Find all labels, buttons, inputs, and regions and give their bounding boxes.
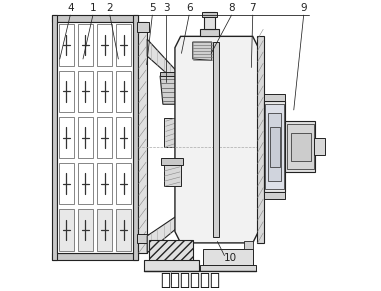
Bar: [137, 235, 149, 243]
Bar: [97, 163, 112, 204]
Bar: [291, 133, 311, 161]
Text: 4: 4: [67, 3, 74, 13]
Bar: [285, 121, 315, 172]
Polygon shape: [185, 205, 206, 220]
Bar: [164, 118, 180, 147]
Bar: [287, 124, 314, 169]
Bar: [57, 22, 133, 253]
Bar: [133, 15, 138, 260]
Ellipse shape: [167, 125, 177, 140]
Bar: [203, 249, 253, 265]
Bar: [138, 22, 147, 253]
Polygon shape: [160, 76, 184, 104]
Bar: [78, 209, 93, 251]
Bar: [116, 71, 131, 112]
Bar: [202, 12, 218, 17]
Bar: [52, 15, 138, 22]
Bar: [204, 12, 215, 29]
Text: 5: 5: [149, 3, 155, 13]
Text: 9: 9: [300, 3, 307, 13]
Bar: [78, 71, 93, 112]
Bar: [97, 71, 112, 112]
Text: 7: 7: [250, 3, 256, 13]
Ellipse shape: [197, 101, 237, 119]
Bar: [160, 72, 184, 76]
Bar: [270, 127, 280, 166]
Bar: [116, 209, 131, 251]
Bar: [257, 36, 264, 243]
Bar: [264, 94, 285, 102]
Bar: [97, 209, 112, 251]
Ellipse shape: [197, 135, 237, 153]
Bar: [116, 163, 131, 204]
Bar: [266, 104, 284, 189]
Bar: [144, 260, 199, 271]
Polygon shape: [193, 42, 212, 61]
Bar: [163, 164, 181, 186]
Text: 3: 3: [163, 3, 170, 13]
Polygon shape: [147, 39, 186, 91]
Bar: [314, 138, 325, 155]
Polygon shape: [185, 82, 206, 99]
Bar: [59, 24, 74, 66]
Text: 6: 6: [186, 3, 192, 13]
Bar: [52, 253, 138, 260]
Bar: [59, 117, 74, 158]
Text: 10: 10: [224, 253, 237, 263]
Bar: [59, 209, 74, 251]
Polygon shape: [175, 36, 258, 243]
Bar: [78, 24, 93, 66]
Bar: [116, 24, 131, 66]
Bar: [78, 163, 93, 204]
Text: 1: 1: [90, 3, 96, 13]
Bar: [268, 113, 281, 181]
Bar: [116, 117, 131, 158]
Ellipse shape: [200, 137, 234, 151]
Bar: [78, 117, 93, 158]
Bar: [213, 42, 219, 237]
Bar: [162, 158, 183, 165]
Bar: [149, 240, 193, 261]
Bar: [200, 265, 256, 271]
Text: 8: 8: [228, 3, 235, 13]
Bar: [97, 24, 112, 66]
Ellipse shape: [200, 103, 234, 117]
Bar: [137, 22, 149, 32]
Text: 2: 2: [107, 3, 113, 13]
Polygon shape: [147, 210, 186, 253]
Bar: [59, 163, 74, 204]
Bar: [59, 71, 74, 112]
Bar: [200, 29, 219, 36]
Text: 中心传动卸料: 中心传动卸料: [160, 271, 221, 289]
Bar: [264, 192, 285, 199]
Bar: [52, 15, 57, 260]
Bar: [244, 242, 253, 249]
Bar: [264, 102, 285, 192]
Bar: [97, 117, 112, 158]
